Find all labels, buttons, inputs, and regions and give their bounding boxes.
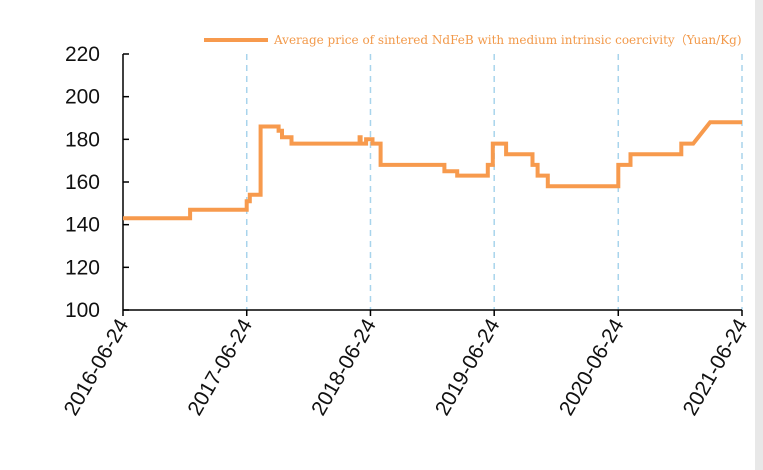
legend-label: Average price of sintered NdFeB with med…	[273, 33, 742, 47]
axes	[122, 54, 742, 311]
y-tick-label: 100	[65, 299, 100, 322]
vertical-scrollbar[interactable]	[755, 0, 763, 470]
x-tick-label: 2016-06-24	[60, 315, 134, 420]
y-tick-label: 200	[65, 86, 100, 109]
x-tick-label: 2020-06-24	[555, 315, 629, 420]
x-tick-label: 2021-06-24	[679, 315, 753, 420]
y-tick-label: 220	[65, 43, 100, 66]
y-tick-label: 180	[65, 128, 100, 151]
legend: Average price of sintered NdFeB with med…	[204, 33, 742, 47]
x-tick-label: 2019-06-24	[431, 315, 505, 420]
x-tick-label: 2018-06-24	[307, 315, 381, 420]
y-tick-label: 120	[65, 256, 100, 279]
y-tick-label: 160	[65, 171, 100, 194]
series-line-0	[123, 120, 742, 221]
y-axis-ticks: 100 120 140 160 180 200 220	[65, 43, 129, 322]
series-layer	[123, 120, 742, 221]
x-tick-label: 2017-06-24	[183, 315, 257, 420]
x-axis-ticks: 2016-06-24 2017-06-24 2018-06-24 2019-06-24…	[60, 310, 753, 420]
y-tick-label: 140	[65, 214, 100, 237]
vertical-gridlines	[245, 54, 743, 310]
